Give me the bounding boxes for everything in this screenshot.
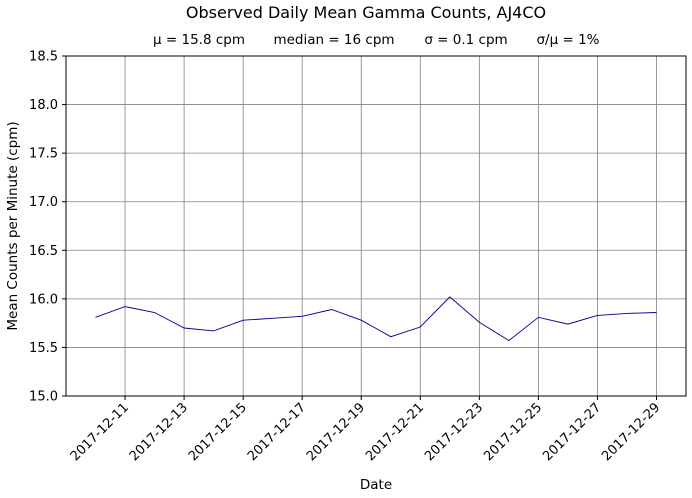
chart-subtitle: μ = 15.8 cpm median = 16 cpm σ = 0.1 cpm… xyxy=(153,32,600,48)
y-tick-label: 15.0 xyxy=(29,390,58,405)
x-tick-label: 2017-12-13 xyxy=(127,400,191,464)
y-axis-label: Mean Counts per Minute (cpm) xyxy=(5,121,21,330)
y-tick-label: 17.0 xyxy=(29,195,58,210)
y-tick-label: 18.0 xyxy=(29,98,58,113)
plot-frame xyxy=(65,55,687,397)
x-tick-label: 2017-12-29 xyxy=(599,400,663,464)
x-tick-label: 2017-12-25 xyxy=(481,400,545,464)
grid-lines xyxy=(66,55,686,397)
x-tick-label: 2017-12-15 xyxy=(186,400,250,464)
x-axis-label: Date xyxy=(360,477,392,493)
x-tick-label: 2017-12-17 xyxy=(245,400,309,464)
x-tick-label: 2017-12-21 xyxy=(363,400,427,464)
y-axis-ticks: 15.0 15.5 16.0 16.5 17.0 17.5 18.0 18.5 xyxy=(29,50,66,405)
subtitle-median: median = 16 cpm xyxy=(273,32,394,48)
subtitle-sigma: σ = 0.1 cpm xyxy=(424,32,507,48)
y-tick-label: 17.5 xyxy=(29,147,58,162)
x-tick-label: 2017-12-23 xyxy=(422,400,486,464)
series-line xyxy=(95,296,657,342)
x-axis-ticks: 2017-12-112017-12-132017-12-152017-12-17… xyxy=(68,396,663,464)
x-tick-label: 2017-12-19 xyxy=(304,400,368,464)
x-tick-label: 2017-12-11 xyxy=(68,400,132,464)
x-tick-label: 2017-12-27 xyxy=(540,400,604,464)
y-tick-label: 16.5 xyxy=(29,244,58,259)
y-tick-label: 18.5 xyxy=(29,50,58,65)
y-tick-label: 16.0 xyxy=(29,292,58,307)
chart-title: Observed Daily Mean Gamma Counts, AJ4CO xyxy=(186,3,546,22)
subtitle-mean: μ = 15.8 cpm xyxy=(153,32,245,48)
subtitle-cv: σ/μ = 1% xyxy=(536,32,599,48)
y-tick-label: 15.5 xyxy=(29,341,58,356)
